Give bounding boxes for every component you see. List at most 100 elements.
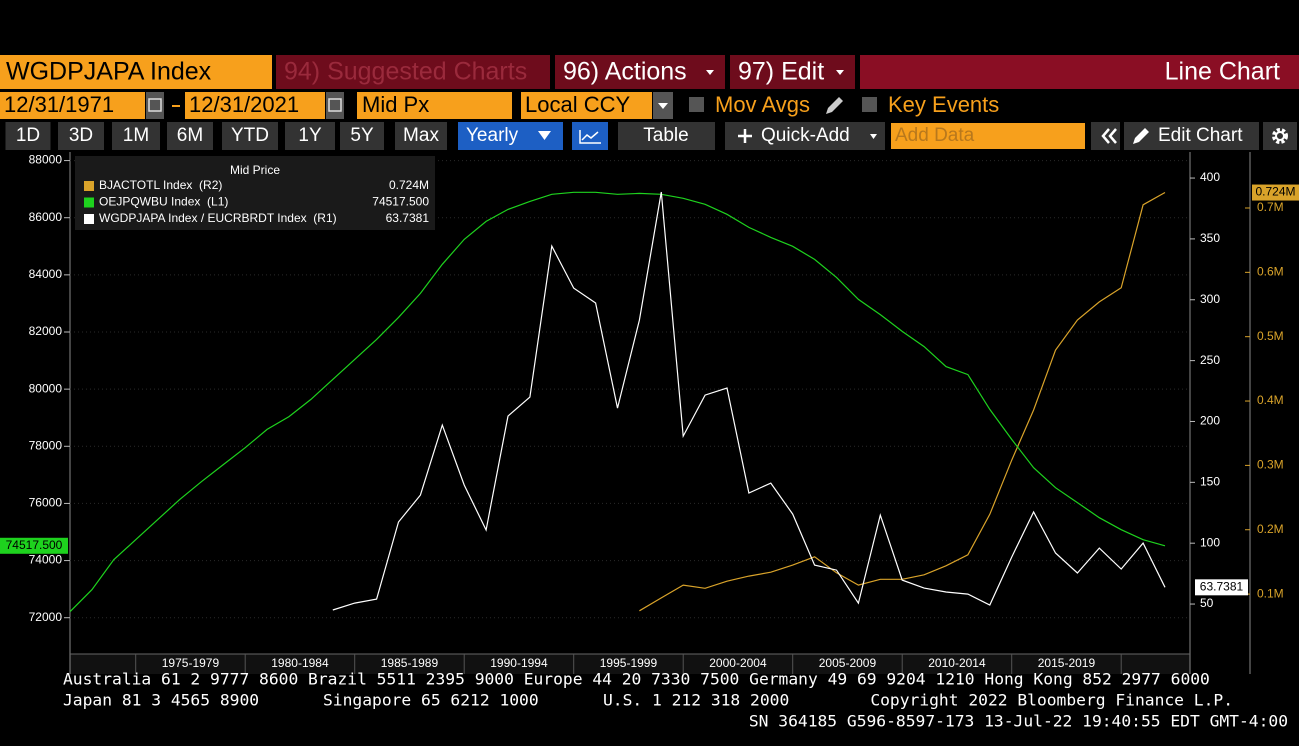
y-tick-label: 74000 — [29, 553, 63, 567]
y2-tick-label: 350 — [1200, 231, 1220, 245]
plus-icon — [738, 129, 752, 143]
y2-tick-label: 250 — [1200, 353, 1220, 367]
period-button[interactable] — [395, 122, 447, 150]
security-box[interactable] — [0, 55, 272, 89]
table-button[interactable] — [618, 122, 715, 150]
period-button[interactable] — [340, 122, 384, 150]
calendar-icon — [328, 98, 342, 112]
collapse-icon — [1101, 128, 1117, 144]
x-tick-label: 1980-1984 — [271, 656, 329, 670]
period-label: 5Y — [350, 125, 374, 146]
start-date: 12/31/1971 — [4, 92, 114, 117]
y3-tick-label: 0.6M — [1257, 265, 1284, 279]
add-data-field[interactable] — [891, 123, 1085, 149]
last-value-tag — [1195, 579, 1248, 596]
chart-icon — [579, 130, 601, 144]
period-label: 1D — [16, 125, 40, 146]
actions-button[interactable] — [555, 55, 725, 89]
legend-title: Mid Price — [230, 163, 280, 177]
footer-sn: SN 364185 G596-8597-173 13-Jul-22 19:40:… — [749, 712, 1288, 731]
period-label: Max — [403, 125, 439, 146]
footer-singapore: Singapore 65 6212 1000 — [323, 691, 539, 710]
period-label: YTD — [231, 125, 269, 146]
key-events: Key Events — [888, 92, 999, 117]
legend-box — [75, 156, 435, 230]
dropdown-arrow — [870, 134, 877, 139]
gear-icon — [1275, 131, 1285, 141]
y2-tick-label: 50 — [1200, 596, 1214, 610]
y-tick-label: 84000 — [29, 267, 63, 281]
y3-tick-label: 0.1M — [1257, 586, 1284, 600]
x-tick-label: 2000-2004 — [709, 656, 767, 670]
footer-us: U.S. 1 212 318 2000 — [603, 691, 789, 710]
collapse-button[interactable] — [1091, 122, 1120, 150]
edit-button[interactable] — [730, 55, 855, 89]
edit-chart: Edit Chart — [1158, 125, 1243, 146]
mov-avgs-checkbox[interactable] — [689, 97, 704, 112]
x-axis-band — [70, 654, 1190, 674]
x-tick-label: 1990-1994 — [490, 656, 548, 670]
dropdown-arrow — [538, 131, 551, 140]
period-button[interactable] — [167, 122, 213, 150]
settings-button[interactable] — [1263, 122, 1297, 150]
edit-chart-button[interactable] — [1124, 122, 1259, 150]
period-button[interactable] — [5, 122, 51, 150]
y-tick-label: 76000 — [29, 496, 63, 510]
series-line — [69, 191, 1166, 613]
x-tick-label: 2010-2014 — [928, 656, 986, 670]
y3-tick-label: 0.5M — [1257, 329, 1284, 343]
y-tick-label: 82000 — [29, 324, 63, 338]
last-value-tag — [0, 537, 68, 554]
chart-type: Line Chart — [1165, 58, 1280, 86]
suggested: 94) Suggested Charts — [284, 58, 527, 86]
legend-swatch — [84, 181, 94, 191]
chart: 72000 74000 76000 78000 80000 82000 84000 86000… — [0, 152, 1299, 674]
y3-tick-label: 0.2M — [1257, 522, 1284, 536]
frequency: Yearly — [466, 125, 519, 146]
y3-tick-label: 0.4M — [1257, 393, 1284, 407]
legend-entry: OEJPQWBU Index (L1) — [99, 195, 228, 209]
currency-box[interactable] — [521, 92, 652, 119]
period-button[interactable] — [112, 122, 160, 150]
y-tick-label: 72000 — [29, 610, 63, 624]
period-button[interactable] — [222, 122, 278, 150]
field-box[interactable] — [357, 92, 512, 119]
dropdown-arrow — [706, 70, 714, 75]
x-tick-label: 1975-1979 — [162, 656, 220, 670]
y-tick-label: 78000 — [29, 438, 63, 452]
mov-avgs: Mov Avgs — [715, 92, 810, 117]
chart-icon-button[interactable] — [572, 122, 608, 150]
quick-add: Quick-Add — [761, 125, 850, 146]
series-line — [332, 191, 1166, 611]
period-button[interactable] — [58, 122, 104, 150]
x-tick-label: 2005-2009 — [819, 656, 877, 670]
y2-tick-label: 400 — [1200, 170, 1220, 184]
legend-swatch — [84, 197, 94, 208]
end-date-field[interactable] — [185, 92, 325, 119]
y3-tick-label: 0.3M — [1257, 458, 1284, 472]
legend-entry: WGDPJAPA Index / EUCRBRDT Index (R1) — [99, 211, 337, 225]
period-button[interactable] — [285, 122, 335, 150]
period-label: 6M — [177, 125, 203, 146]
footer-japan: Japan 81 3 4565 8900 — [63, 691, 259, 710]
y-tick-label: 86000 — [29, 210, 63, 224]
period-buttons: 1D 3D 1M 6M YTD 1Y 5Y Max — [5, 122, 447, 150]
y-tick-label: 88000 — [29, 153, 63, 167]
suggested-button[interactable] — [276, 55, 550, 89]
edit: 97) Edit — [738, 58, 824, 86]
last-value-tag — [1252, 184, 1299, 201]
start-date-field[interactable] — [0, 92, 145, 119]
x-tick-label: 1985-1989 — [381, 656, 439, 670]
period-label: 3D — [69, 125, 93, 146]
actions: 96) Actions — [563, 58, 687, 86]
legend-value: 74517.500 — [372, 195, 429, 209]
x-tick-label: 1995-1999 — [600, 656, 658, 670]
security: WGDPJAPA Index — [6, 58, 212, 86]
currency: Local CCY — [525, 92, 630, 117]
key-events-checkbox[interactable] — [862, 97, 877, 112]
calendar-icon — [148, 98, 162, 112]
footer-contacts: Australia 61 2 9777 8600 Brazil 5511 239… — [63, 670, 1210, 689]
y2-tick-label: 150 — [1200, 475, 1220, 489]
